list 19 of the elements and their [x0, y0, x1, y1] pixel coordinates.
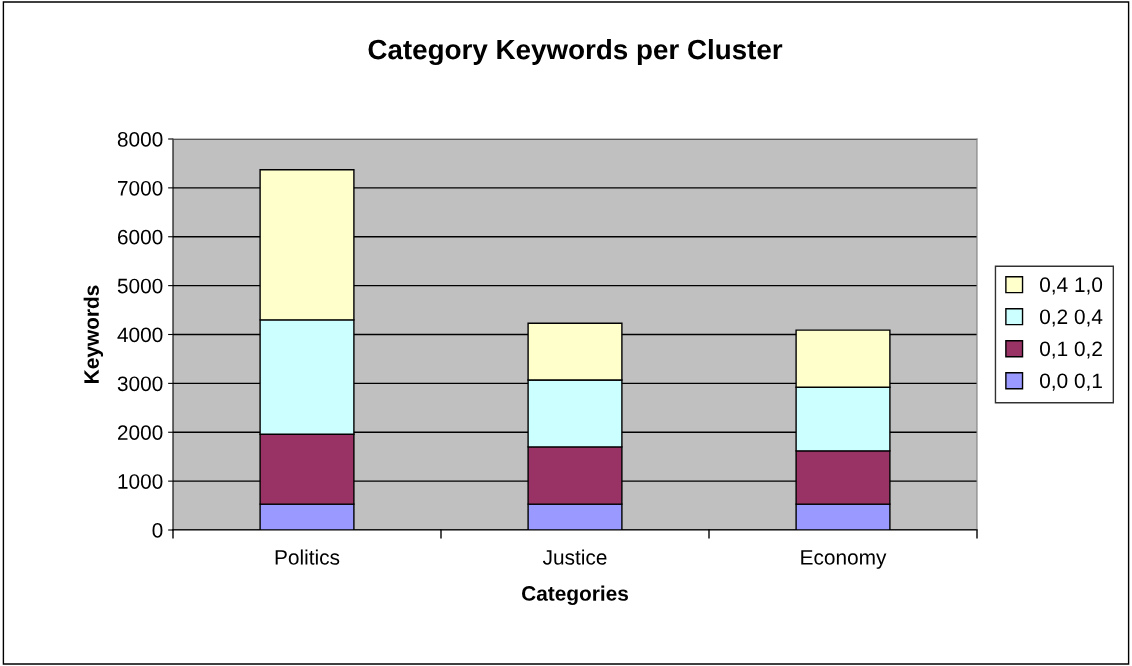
y-tick-label: 1000 [118, 474, 163, 489]
legend-label: 0,2 0,4 [1040, 309, 1103, 327]
y-tick-label: 2000 [117, 425, 163, 440]
x-tick-label: Politics [275, 549, 340, 565]
x-tick-label: Economy [801, 550, 887, 569]
x-tick-label: Justice [542, 549, 607, 565]
x-axis-title: Categories [522, 585, 628, 606]
y-axis-title: Keywords [83, 285, 104, 383]
y-tick-label: 4000 [117, 327, 163, 343]
y-tick-label: 3000 [117, 376, 163, 392]
legend-label: 0,1 0,2 [1040, 341, 1102, 359]
y-tick-label: 5000 [117, 278, 163, 294]
y-tick-label: 8000 [117, 132, 163, 147]
y-tick-label: 7000 [118, 180, 163, 196]
y-tick-label: 6000 [117, 229, 163, 245]
legend-label: 0,4 1,0 [1040, 277, 1103, 295]
y-tick-label: 0 [152, 523, 163, 538]
legend-label: 0,0 0,1 [1040, 373, 1102, 391]
chart-title: Category Keywords per Cluster [368, 38, 783, 66]
